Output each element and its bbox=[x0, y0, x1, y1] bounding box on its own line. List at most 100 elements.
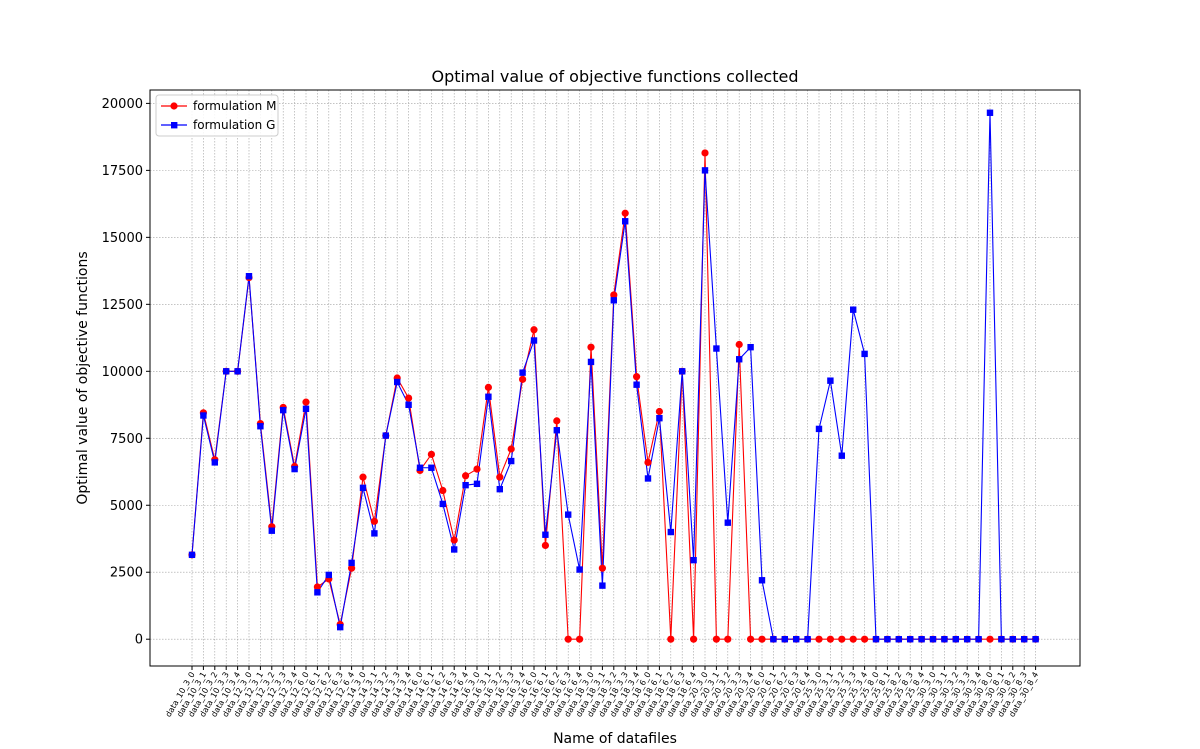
point-formulation-g bbox=[428, 464, 435, 471]
point-formulation-g bbox=[553, 427, 560, 434]
legend-marker-formulation-m bbox=[170, 102, 178, 110]
point-formulation-m bbox=[758, 635, 766, 643]
point-formulation-g bbox=[257, 423, 264, 430]
point-formulation-g bbox=[348, 559, 355, 567]
point-formulation-m bbox=[530, 326, 538, 334]
point-formulation-g bbox=[690, 556, 697, 564]
point-formulation-m bbox=[826, 635, 835, 643]
point-formulation-g bbox=[907, 636, 914, 643]
point-formulation-m bbox=[667, 635, 675, 643]
y-tick-label: 12500 bbox=[102, 298, 143, 313]
point-formulation-g bbox=[941, 636, 948, 643]
point-formulation-m bbox=[496, 473, 504, 481]
legend-marker-formulation-g bbox=[171, 122, 178, 129]
point-formulation-g bbox=[519, 369, 526, 376]
y-tick-label: 5000 bbox=[110, 499, 143, 514]
point-formulation-g bbox=[291, 465, 298, 473]
y-tick-label: 20000 bbox=[102, 97, 143, 112]
point-formulation-m bbox=[815, 635, 823, 643]
point-formulation-g bbox=[451, 546, 458, 553]
point-formulation-g bbox=[918, 636, 925, 643]
point-formulation-m bbox=[690, 635, 698, 643]
y-tick-label: 15000 bbox=[102, 231, 143, 246]
y-tick-label: 0 bbox=[135, 633, 143, 648]
point-formulation-g bbox=[337, 623, 344, 631]
point-formulation-g bbox=[998, 636, 1005, 643]
point-formulation-g bbox=[473, 480, 481, 488]
x-axis: data_10_3_0data_10_3_1data_10_3_2data_10… bbox=[164, 666, 1040, 719]
point-formulation-m bbox=[633, 373, 641, 381]
point-formulation-g bbox=[850, 306, 857, 313]
legend: formulation M formulation G bbox=[155, 94, 279, 137]
point-formulation-g bbox=[394, 378, 401, 386]
point-formulation-g bbox=[804, 636, 811, 643]
point-formulation-g bbox=[439, 500, 446, 508]
point-formulation-g bbox=[405, 401, 412, 408]
point-formulation-g bbox=[587, 358, 595, 366]
point-formulation-m bbox=[724, 635, 732, 643]
chart-title: Optimal value of objective functions col… bbox=[431, 67, 798, 86]
point-formulation-m bbox=[302, 398, 310, 406]
point-formulation-m bbox=[439, 486, 447, 495]
point-formulation-g bbox=[268, 527, 275, 534]
point-formulation-g bbox=[508, 457, 515, 465]
y-axis-label: Optimal value of objective functions bbox=[75, 251, 91, 504]
point-formulation-m bbox=[849, 635, 857, 643]
point-formulation-g bbox=[701, 167, 709, 174]
point-formulation-g bbox=[667, 528, 674, 536]
point-formulation-m bbox=[861, 635, 869, 643]
legend-label-formulation-g: formulation G bbox=[193, 118, 275, 132]
point-formulation-g bbox=[496, 485, 503, 493]
point-formulation-g bbox=[964, 636, 971, 643]
point-formulation-g bbox=[622, 218, 629, 225]
point-formulation-g bbox=[416, 464, 424, 471]
point-formulation-m bbox=[348, 564, 356, 572]
point-formulation-g bbox=[302, 405, 310, 413]
point-formulation-m bbox=[644, 458, 652, 466]
point-formulation-g bbox=[610, 297, 617, 304]
point-formulation-g bbox=[359, 484, 367, 492]
point-formulation-m bbox=[427, 450, 435, 458]
y-axis: 0 2500 5000 7500 10000 12500 15000 17500 20000 bbox=[102, 97, 150, 648]
point-formulation-g bbox=[656, 414, 663, 422]
point-formulation-m bbox=[838, 635, 846, 643]
point-formulation-g bbox=[633, 381, 640, 388]
x-axis-label: Name of datafiles bbox=[553, 731, 677, 747]
point-formulation-g bbox=[382, 432, 389, 439]
point-formulation-g bbox=[223, 368, 230, 375]
point-formulation-g bbox=[781, 636, 788, 643]
point-formulation-m bbox=[541, 541, 550, 550]
point-formulation-g bbox=[929, 636, 937, 643]
point-formulation-m bbox=[735, 340, 743, 349]
point-formulation-g bbox=[485, 393, 492, 400]
point-formulation-m bbox=[359, 473, 367, 481]
point-formulation-g bbox=[644, 475, 652, 482]
y-tick-label: 2500 bbox=[110, 566, 143, 581]
point-formulation-g bbox=[1032, 636, 1039, 643]
plot-frame bbox=[149, 89, 1081, 667]
grid-lines bbox=[150, 90, 1080, 666]
point-formulation-m bbox=[519, 375, 527, 383]
point-formulation-g bbox=[724, 519, 731, 526]
point-formulation-m bbox=[712, 635, 721, 643]
point-formulation-m bbox=[564, 635, 572, 643]
point-formulation-m bbox=[553, 417, 561, 425]
point-formulation-m bbox=[450, 536, 458, 544]
point-formulation-g bbox=[462, 481, 469, 489]
point-formulation-g bbox=[371, 530, 378, 537]
point-formulation-g bbox=[314, 589, 321, 596]
point-formulation-g bbox=[234, 368, 241, 375]
point-formulation-g bbox=[565, 511, 572, 518]
point-formulation-m bbox=[462, 472, 470, 480]
point-formulation-g bbox=[758, 577, 766, 584]
point-formulation-m bbox=[313, 583, 321, 591]
point-formulation-g bbox=[188, 551, 196, 559]
point-formulation-m bbox=[473, 465, 481, 473]
y-tick-label: 17500 bbox=[102, 164, 143, 179]
point-formulation-g bbox=[599, 582, 606, 589]
point-formulation-g bbox=[986, 109, 994, 116]
point-formulation-g bbox=[838, 452, 845, 459]
point-formulation-m bbox=[587, 343, 595, 351]
point-formulation-g bbox=[872, 636, 880, 643]
point-formulation-m bbox=[576, 635, 584, 643]
